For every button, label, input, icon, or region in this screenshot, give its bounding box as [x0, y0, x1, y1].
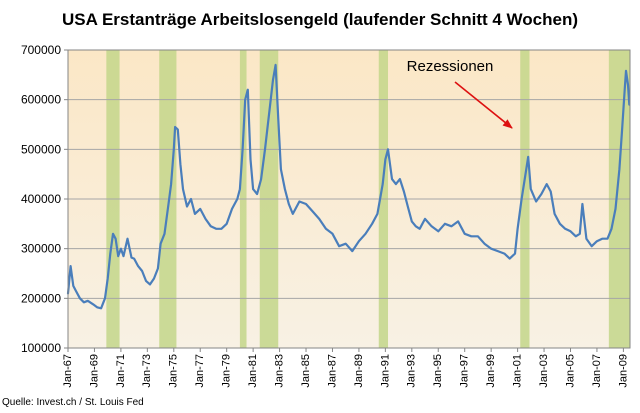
x-tick-label-12: Jan-89 [353, 354, 365, 388]
x-tick-label-14: Jan-93 [406, 354, 418, 388]
x-tick-label-16: Jan-97 [459, 354, 471, 388]
x-tick-label-8: Jan-81 [247, 354, 259, 388]
y-tick-label-7: 700000 [21, 43, 61, 57]
x-tick-label-3: Jan-71 [115, 354, 127, 388]
chart-title: USA Erstanträge Arbeitslosengeld (laufen… [61, 10, 579, 29]
x-tick-label-21: Jan-07 [591, 354, 603, 388]
x-tick-label-6: Jan-77 [194, 354, 206, 388]
x-tick-label-13: Jan-91 [379, 354, 391, 388]
x-tick-label-22: Jan-09 [617, 354, 629, 388]
y-tick-label-3: 300000 [21, 242, 61, 256]
series-line-1 [66, 63, 631, 310]
x-tick-label-4: Jan-73 [141, 354, 153, 388]
x-tick-label-20: Jan-05 [564, 354, 576, 388]
source-note: Quelle: Invest.ch / St. Louis Fed [2, 397, 144, 408]
x-tick-label-15: Jan-95 [432, 354, 444, 388]
x-tick-label-17: Jan-99 [485, 354, 497, 388]
y-tick-label-2: 200000 [21, 291, 61, 305]
x-tick-label-10: Jan-85 [300, 354, 312, 388]
y-tick-label-5: 500000 [21, 142, 61, 156]
x-tick-label-5: Jan-75 [168, 354, 180, 388]
x-tick-label-7: Jan-79 [221, 354, 233, 388]
annotation-arrow [454, 81, 513, 129]
x-tick-label-9: Jan-83 [273, 354, 285, 388]
x-tick-label-1: Jan-67 [62, 354, 74, 388]
annotation-label: Rezessionen [407, 58, 494, 75]
x-tick-label-2: Jan-69 [88, 354, 100, 388]
y-tick-label-4: 400000 [21, 192, 61, 206]
y-tick-label-6: 600000 [21, 93, 61, 107]
x-tick-label-11: Jan-87 [326, 354, 338, 388]
x-tick-label-19: Jan-03 [538, 354, 550, 388]
y-tick-label-1: 100000 [21, 341, 61, 355]
x-tick-label-18: Jan-01 [512, 354, 524, 388]
